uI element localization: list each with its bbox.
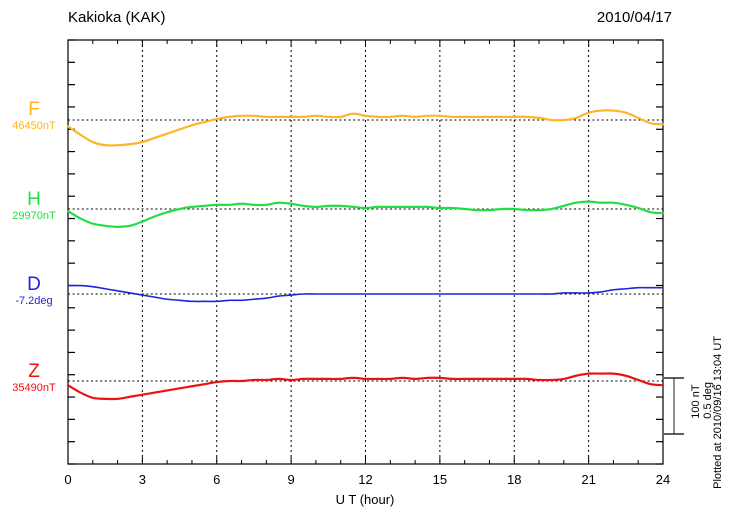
series-baseline-value-z: 35490nT bbox=[12, 382, 56, 394]
series-glyph-d: D bbox=[27, 274, 41, 295]
axis-ticks bbox=[67, 39, 664, 465]
scale-bar-nt-label: 100 nT bbox=[690, 384, 702, 419]
series-curve-d bbox=[67, 284, 664, 303]
series-glyph-z: Z bbox=[28, 361, 40, 382]
xaxis-tick-label: 24 bbox=[655, 472, 671, 487]
plotted-at-note: Plotted at 2010/09/16 13:04 UT bbox=[712, 336, 724, 489]
series-baseline-value-d: -7.2deg bbox=[15, 295, 53, 307]
series-label-f: F 46450nT bbox=[0, 100, 68, 133]
scale-bar bbox=[664, 377, 684, 435]
scale-bar-labels: 100 nT 0.5 deg bbox=[690, 382, 714, 419]
series-curves bbox=[66, 109, 665, 401]
xaxis-tick-label: 12 bbox=[358, 472, 373, 487]
observation-date: 2010/04/17 bbox=[596, 9, 672, 26]
series-curve-z bbox=[66, 372, 665, 401]
xaxis-tick-label: 3 bbox=[138, 472, 146, 487]
xaxis-tick-label: 6 bbox=[213, 472, 221, 487]
series-glyph-f: F bbox=[28, 99, 40, 120]
plot-gridlines bbox=[141, 40, 590, 464]
series-baseline-value-f: 46450nT bbox=[12, 120, 56, 132]
xaxis-tick-label: 15 bbox=[432, 472, 448, 487]
xaxis-title: U T (hour) bbox=[335, 492, 395, 507]
series-label-d: D -7.2deg bbox=[0, 275, 68, 308]
series-label-h: H 29970nT bbox=[0, 190, 68, 223]
xaxis-tick-label: 9 bbox=[287, 472, 295, 487]
series-curve-f bbox=[66, 109, 665, 147]
page-title: Kakioka (KAK) bbox=[68, 9, 166, 26]
xaxis-tick-label: 18 bbox=[507, 472, 522, 487]
xaxis-tick-label: 21 bbox=[581, 472, 596, 487]
series-glyph-h: H bbox=[27, 189, 41, 210]
series-baseline-value-h: 29970nT bbox=[12, 210, 56, 222]
series-label-z: Z 35490nT bbox=[0, 362, 68, 395]
xaxis-tick-label: 0 bbox=[64, 472, 72, 487]
series-curve-h bbox=[66, 200, 665, 228]
